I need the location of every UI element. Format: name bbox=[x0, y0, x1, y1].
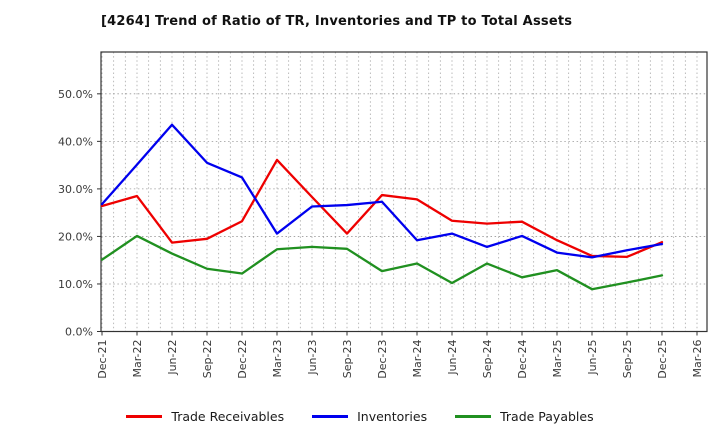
legend-label-inventories: Inventories bbox=[357, 408, 428, 424]
x-tick-label: Mar-22 bbox=[131, 340, 144, 378]
legend-swatch-trade-payables bbox=[455, 414, 492, 418]
y-tick-label: 50.0% bbox=[58, 88, 93, 101]
legend-swatch-trade-receivables bbox=[126, 414, 163, 418]
series-line-trade-payables bbox=[100, 234, 664, 291]
x-tick-label: Jun-22 bbox=[166, 340, 179, 376]
x-tick-label: Jun-23 bbox=[306, 340, 319, 376]
legend-label-trade-receivables: Trade Receivables bbox=[171, 408, 285, 424]
x-tick-label: Sep-23 bbox=[341, 340, 354, 379]
y-tick-label: 30.0% bbox=[58, 183, 93, 196]
plot-border bbox=[100, 51, 708, 333]
x-tick-label: Dec-22 bbox=[236, 340, 249, 379]
y-tick-label: 0.0% bbox=[65, 326, 93, 339]
y-tick-label: 10.0% bbox=[58, 278, 93, 291]
legend-swatch-inventories bbox=[312, 414, 349, 418]
x-tick-label: Mar-25 bbox=[551, 340, 564, 378]
x-tick-label: Dec-23 bbox=[376, 340, 389, 379]
x-tick-label: Dec-21 bbox=[96, 340, 109, 379]
chart-title: [4264] Trend of Ratio of TR, Inventories… bbox=[101, 14, 573, 29]
legend-label-trade-payables: Trade Payables bbox=[500, 408, 594, 424]
x-tick-label: Sep-22 bbox=[201, 340, 214, 379]
y-tick-label: 20.0% bbox=[58, 230, 93, 243]
x-tick-label: Dec-25 bbox=[656, 340, 669, 379]
y-tick-label: 40.0% bbox=[58, 135, 93, 148]
legend-item-inventories: Inventories bbox=[312, 409, 427, 424]
x-tick-label: Sep-25 bbox=[621, 340, 634, 379]
legend: Trade Receivables Inventories Trade Paya… bbox=[0, 403, 720, 429]
series-line-inventories bbox=[100, 123, 664, 259]
x-tick-label: Mar-24 bbox=[411, 340, 424, 378]
x-tick-label: Mar-23 bbox=[271, 340, 284, 378]
x-tick-label: Jun-25 bbox=[586, 340, 599, 376]
x-tick-label: Mar-26 bbox=[691, 340, 704, 378]
legend-item-trade-receivables: Trade Receivables bbox=[126, 409, 284, 424]
series-line-trade-receivables bbox=[100, 158, 664, 259]
legend-item-trade-payables: Trade Payables bbox=[455, 409, 594, 424]
x-tick-label: Sep-24 bbox=[481, 340, 494, 379]
x-tick-label: Jun-24 bbox=[446, 340, 459, 376]
x-tick-label: Dec-24 bbox=[516, 340, 529, 379]
